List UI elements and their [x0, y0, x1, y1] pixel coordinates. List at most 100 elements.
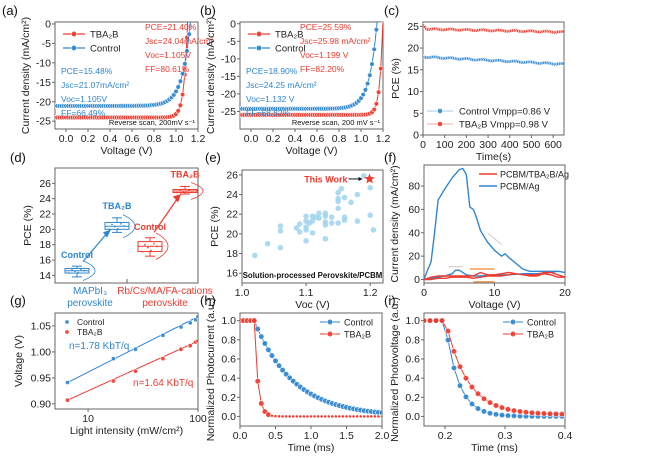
- chart-panel-c: 0 100 200 300 400 500 600 0 5 10 15 20 25 Time(s) PCE …: [384, 3, 565, 163]
- box-point: [108, 228, 110, 231]
- data-point: [312, 414, 317, 419]
- y-axis-label: Normalized Photocurrent (a.u.): [205, 298, 217, 442]
- data-point: [291, 414, 296, 419]
- box-point: [111, 223, 113, 226]
- data-point: [184, 48, 190, 54]
- x-tick-label: 100: [189, 413, 207, 425]
- y-tick-label: -25: [221, 106, 236, 118]
- data-point: [316, 215, 322, 221]
- x-tick-label: 600: [544, 139, 562, 151]
- plot-area-f: [424, 167, 565, 281]
- data-point: [264, 240, 271, 247]
- param-text-control: PCE=18.90%: [246, 66, 298, 76]
- chart-panel-d: 14 16 18 20 22 24 26 PCE (%) (d) Control TBA₂B Cont…: [10, 150, 213, 309]
- param-text-tba2b: Voc=1.105V: [145, 50, 191, 60]
- data-point: [358, 414, 363, 419]
- data-point: [380, 22, 383, 24]
- data-point: [277, 223, 284, 229]
- trend-arrow: [82, 230, 110, 262]
- data-point: [178, 324, 184, 330]
- data-point: [258, 333, 265, 340]
- data-point: [251, 317, 258, 324]
- data-point: [341, 194, 348, 201]
- legend-marker: [509, 330, 517, 338]
- y-tick-label: 0.95: [31, 372, 52, 384]
- legend-label: Control: [90, 44, 121, 55]
- legend-marker: [509, 318, 517, 326]
- data-point: [370, 227, 377, 233]
- data-point: [450, 364, 458, 372]
- y-tick-label: -20: [36, 96, 51, 108]
- data-point: [328, 214, 335, 220]
- data-point: [110, 378, 116, 384]
- box-point: [150, 249, 152, 252]
- plot-area-c: [423, 23, 564, 67]
- data-point: [510, 407, 518, 414]
- chart-panel-e: 1.0 1.1 1.2 16 18 20 22 24 26 Voc (V) PCE (%) (e) Th…: [205, 150, 384, 311]
- data-point: [333, 414, 338, 419]
- legend-label: TBA₂B: [275, 30, 304, 41]
- legend-label: Control: [275, 44, 306, 55]
- data-point: [65, 397, 71, 403]
- y-tick-label: -5: [227, 36, 236, 48]
- data-point: [480, 408, 488, 415]
- data-point: [186, 31, 192, 37]
- data-point: [296, 221, 303, 227]
- series-line: [424, 271, 565, 281]
- x-tick-label: 0.5: [268, 430, 283, 442]
- data-point: [303, 237, 309, 244]
- box-label: TBA₂B: [171, 169, 200, 179]
- data-point: [265, 346, 272, 353]
- data-point: [364, 80, 371, 87]
- data-point: [362, 414, 367, 419]
- x-tick-label: 20: [559, 287, 571, 299]
- data-point: [328, 220, 335, 226]
- data-point: [444, 328, 452, 335]
- param-text-control: Jsc=24.25 mA/cm²: [246, 80, 317, 90]
- x-tick-label: 1.2: [191, 133, 206, 145]
- data-point: [432, 317, 440, 324]
- box-point: [147, 246, 149, 249]
- x-axis-label: Time(s): [476, 151, 511, 163]
- data-point: [294, 414, 299, 419]
- box-point: [185, 191, 187, 194]
- y-tick-label: -10: [36, 57, 51, 69]
- y-tick-label: 25: [407, 21, 419, 33]
- data-point: [510, 412, 518, 420]
- data-point: [492, 411, 500, 418]
- data-point: [344, 414, 349, 419]
- data-point: [371, 106, 377, 113]
- data-point: [528, 409, 536, 416]
- data-point: [341, 414, 345, 419]
- data-point: [319, 414, 324, 419]
- x-tick-label: 0.8: [147, 133, 162, 145]
- this-work-star: [364, 173, 375, 184]
- x-tick-label: 1.0: [354, 133, 369, 145]
- axes-frame: [239, 21, 384, 130]
- y-tick-label: 60: [408, 204, 420, 216]
- data-point: [160, 356, 166, 362]
- y-tick-label: -15: [36, 77, 51, 89]
- data-point: [252, 252, 258, 259]
- category-label: perovskite: [142, 298, 188, 309]
- box-point: [179, 189, 181, 192]
- box-point: [123, 225, 125, 227]
- arrow-head: [358, 176, 363, 181]
- axes-frame: [422, 21, 565, 136]
- x-tick-label: 0.8: [332, 133, 347, 145]
- data-point: [424, 317, 428, 324]
- data-point: [160, 332, 166, 338]
- data-point: [375, 89, 382, 95]
- legend-label: TBA₂B: [90, 30, 119, 41]
- distribution-curve: [190, 182, 204, 200]
- x-tick-label: 1.2: [376, 133, 391, 145]
- box-point: [120, 223, 122, 225]
- data-point: [438, 317, 446, 324]
- param-text-control: Voc=1.105V: [61, 94, 107, 104]
- x-tick-label: 0: [421, 287, 427, 299]
- legend-label: TBA₂B: [77, 327, 103, 337]
- ideality-annotation: n=1.78 KbT/q: [69, 341, 129, 352]
- legend-label: TBA₂B: [527, 330, 554, 340]
- data-point: [177, 102, 184, 108]
- data-point: [492, 402, 500, 409]
